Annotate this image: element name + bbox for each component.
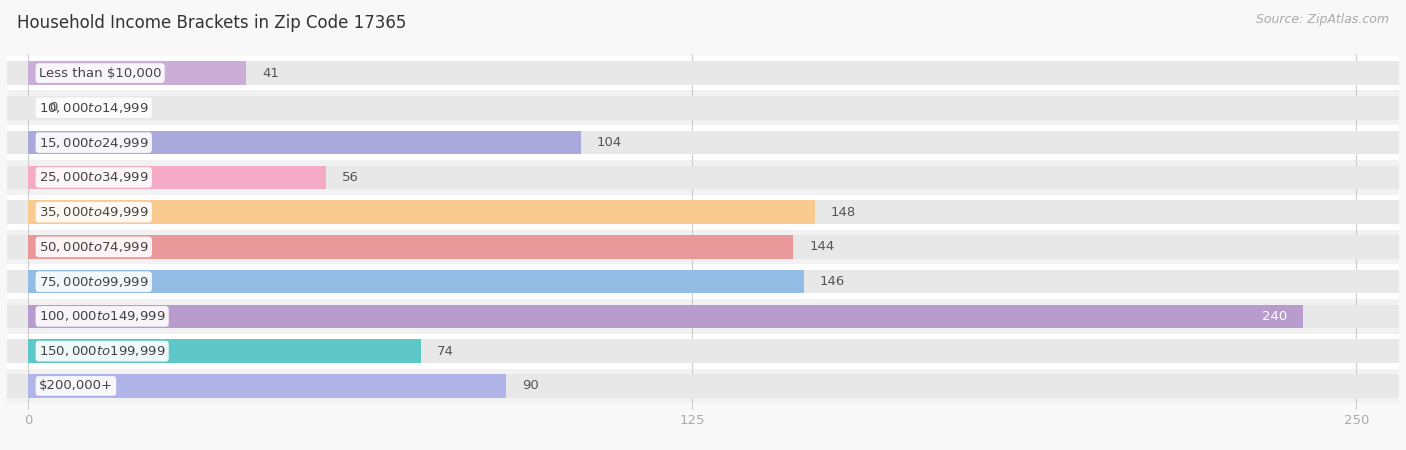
Bar [28,374,506,398]
Text: 90: 90 [523,379,538,392]
Text: $100,000 to $149,999: $100,000 to $149,999 [39,310,166,324]
Text: 148: 148 [831,206,856,219]
Bar [28,166,326,189]
Text: Household Income Brackets in Zip Code 17365: Household Income Brackets in Zip Code 17… [17,14,406,32]
Bar [7,96,1399,120]
Bar [7,299,1399,334]
Text: 104: 104 [596,136,621,149]
Text: 41: 41 [262,67,278,80]
Text: $10,000 to $14,999: $10,000 to $14,999 [39,101,149,115]
Bar [28,270,804,293]
Bar [7,270,1399,293]
Text: $15,000 to $24,999: $15,000 to $24,999 [39,135,149,149]
Bar [7,334,1399,369]
Text: 240: 240 [1263,310,1288,323]
Bar [7,160,1399,195]
Text: 0: 0 [49,101,58,114]
Text: $200,000+: $200,000+ [39,379,112,392]
Text: $75,000 to $99,999: $75,000 to $99,999 [39,274,149,288]
Text: Source: ZipAtlas.com: Source: ZipAtlas.com [1256,14,1389,27]
Bar [7,166,1399,189]
Bar [7,305,1399,328]
Bar [7,61,1399,85]
Bar [7,200,1399,224]
Bar [7,131,1399,154]
Bar [7,56,1399,90]
Text: $50,000 to $74,999: $50,000 to $74,999 [39,240,149,254]
Text: 146: 146 [820,275,845,288]
Bar [7,230,1399,264]
Bar [28,131,581,154]
Text: 56: 56 [342,171,359,184]
Text: $25,000 to $34,999: $25,000 to $34,999 [39,171,149,184]
Bar [7,374,1399,398]
Bar [28,235,793,259]
Bar [28,305,1303,328]
Bar [7,235,1399,259]
Bar [7,195,1399,230]
Text: 74: 74 [437,345,454,358]
Bar [28,339,422,363]
Text: 144: 144 [810,240,835,253]
Bar [7,264,1399,299]
Text: Less than $10,000: Less than $10,000 [39,67,162,80]
Bar [7,125,1399,160]
Bar [7,369,1399,403]
Bar [7,90,1399,125]
Text: $35,000 to $49,999: $35,000 to $49,999 [39,205,149,219]
Bar [28,61,246,85]
Bar [7,339,1399,363]
Text: $150,000 to $199,999: $150,000 to $199,999 [39,344,166,358]
Bar [28,200,814,224]
